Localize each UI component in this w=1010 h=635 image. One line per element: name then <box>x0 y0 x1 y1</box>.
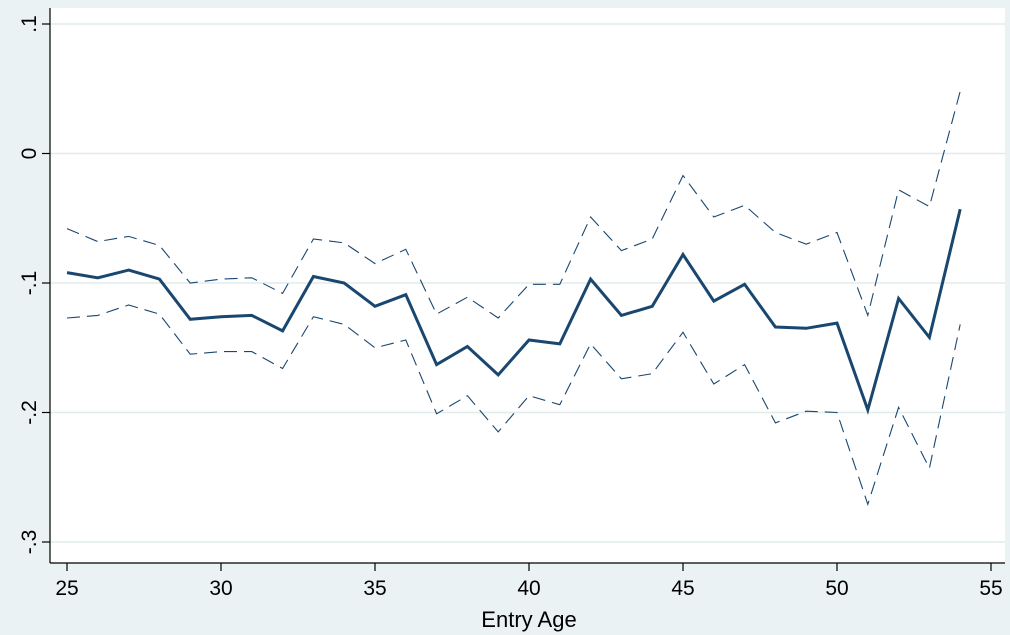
series-line-upper-ci <box>66 91 961 319</box>
series-line-estimate <box>66 208 962 415</box>
grid-layer <box>50 23 1005 543</box>
x-tick-label: 45 <box>671 577 694 600</box>
x-axis-title: Entry Age <box>481 607 576 632</box>
series-line-lower-ci <box>66 304 961 507</box>
x-tick-label: 35 <box>363 577 386 600</box>
y-tick-label: -.1 <box>18 271 41 296</box>
x-tick-label: 30 <box>209 577 232 600</box>
labels-layer: -.3 -.2 -.1 0 .1 25 30 35 40 45 50 55 <box>18 15 1003 600</box>
x-tick-label: 50 <box>825 577 848 600</box>
y-tick-label: 0 <box>18 148 41 160</box>
x-tick-label: 40 <box>517 577 540 600</box>
plot-area <box>50 8 1005 563</box>
series-layer <box>66 91 962 507</box>
x-tick-label: 25 <box>55 577 78 600</box>
axes-layer <box>42 8 1005 571</box>
y-tick-label: -.2 <box>18 400 41 425</box>
x-tick-label: 55 <box>979 577 1002 600</box>
y-tick-label: -.3 <box>18 530 41 555</box>
y-tick-label: .1 <box>18 15 41 33</box>
